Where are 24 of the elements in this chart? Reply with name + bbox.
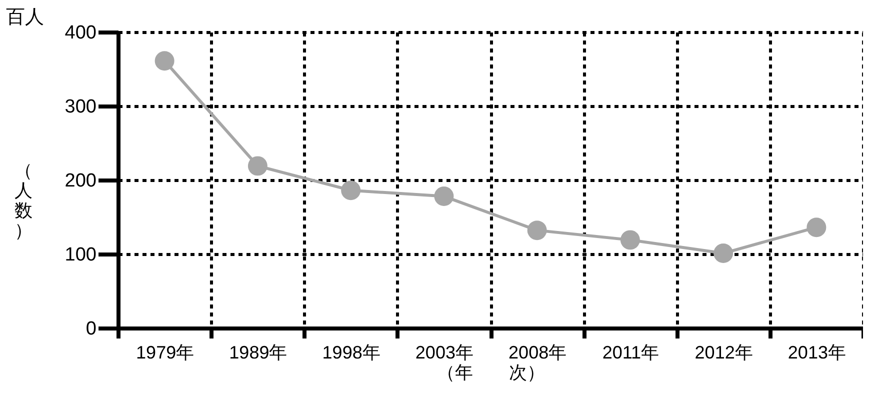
y-tick-label: 200: [64, 170, 96, 192]
y-tick-label: 0: [86, 318, 96, 340]
y-tick-label: 100: [64, 244, 96, 266]
x-tick-label: 2003年: [415, 342, 474, 362]
point: [434, 186, 454, 206]
point: [341, 180, 361, 200]
x-axis-title: （年 次）: [437, 362, 545, 382]
x-tick-label: 1989年: [229, 342, 288, 362]
point: [248, 156, 268, 176]
point: [806, 218, 826, 238]
text: 百人: [6, 7, 44, 28]
y-tick-label: 300: [64, 96, 96, 118]
y-axis-title: （人数）: [14, 160, 32, 240]
point: [620, 230, 640, 250]
x-tick-label: 1998年: [322, 342, 380, 362]
point: [714, 244, 734, 263]
y-tick-label: 400: [64, 22, 96, 44]
x-tick-label: 2012年: [694, 342, 753, 362]
x-tick-label: 2013年: [788, 342, 846, 362]
point: [527, 220, 547, 240]
x-tick-label: 2008年: [508, 342, 567, 362]
x-tick-label: 2011年: [602, 342, 660, 362]
x-tick-label: 1979年: [136, 342, 194, 362]
point: [154, 51, 174, 71]
